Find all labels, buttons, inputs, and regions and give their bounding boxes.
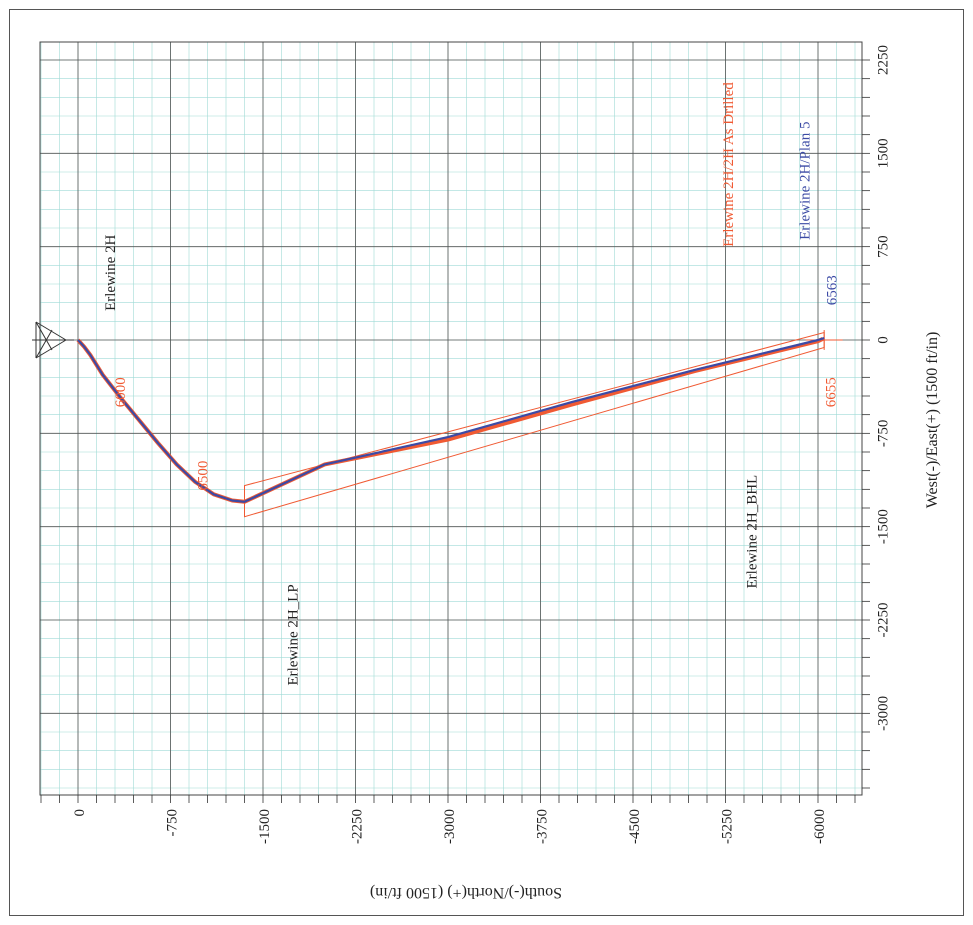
minor-grid xyxy=(40,42,862,795)
rig-leg xyxy=(35,321,53,351)
y-tick-label: 0 xyxy=(875,336,891,344)
annotation-label: 6000 xyxy=(113,377,129,407)
y-tick-label: 1500 xyxy=(875,138,891,168)
annotation-label: 6655 xyxy=(823,377,839,407)
annotation-label: 6500 xyxy=(196,461,212,491)
y-axis-label: West(-)/East(+) (1500 ft/in) xyxy=(924,332,941,509)
x-tick-label: -5250 xyxy=(720,809,736,844)
y-tick-label: -1500 xyxy=(875,509,891,544)
annotation-label: Erlewine 2H/Plan 5 xyxy=(797,122,813,240)
plan-line xyxy=(77,337,825,503)
x-tick-label: -3000 xyxy=(442,809,458,844)
x-tick-label: -2250 xyxy=(350,809,366,844)
x-tick-label: 0 xyxy=(72,809,88,817)
major-grid xyxy=(39,41,863,796)
x-tick-label: -6000 xyxy=(812,809,828,844)
x-axis-label: South(-)/North(+) (1500 ft/in) xyxy=(370,884,562,901)
y-tick-label: -3000 xyxy=(875,696,891,731)
annotation-label: Erlewine 2H/2H As Drilled xyxy=(721,82,737,247)
x-tick-label: -750 xyxy=(165,809,181,837)
annotation-label: 6563 xyxy=(825,275,841,305)
rig-symbol xyxy=(32,321,74,359)
x-axis-ticks: 0 -750 -1500 -2250 -3000 -3750 -4500 -5250 -6000 xyxy=(40,795,856,844)
y-tick-label: -750 xyxy=(875,420,891,448)
annotation-label: Erlewine 2H xyxy=(103,235,119,311)
y-tick-label: -2250 xyxy=(875,603,891,638)
series-lines xyxy=(76,337,825,504)
annotation-label: Erlewine 2H_BHL xyxy=(744,475,760,589)
y-tick-label: 750 xyxy=(875,235,891,258)
plot-border xyxy=(39,41,863,796)
rig-leg xyxy=(35,329,53,359)
annotation-label: Erlewine 2H_LP xyxy=(286,584,302,685)
x-tick-label: -3750 xyxy=(535,809,551,844)
plot-frame xyxy=(9,9,964,916)
x-tick-label: -1500 xyxy=(257,809,273,844)
x-tick-label: -4500 xyxy=(627,809,643,844)
y-axis-ticks: -3000 -2250 -1500 -750 0 750 1500 2250 xyxy=(862,45,891,789)
y-tick-label: 2250 xyxy=(875,45,891,75)
annotations: Erlewine 2H 6000 6500 Erlewine 2H_LP Erlewin… xyxy=(103,82,841,686)
